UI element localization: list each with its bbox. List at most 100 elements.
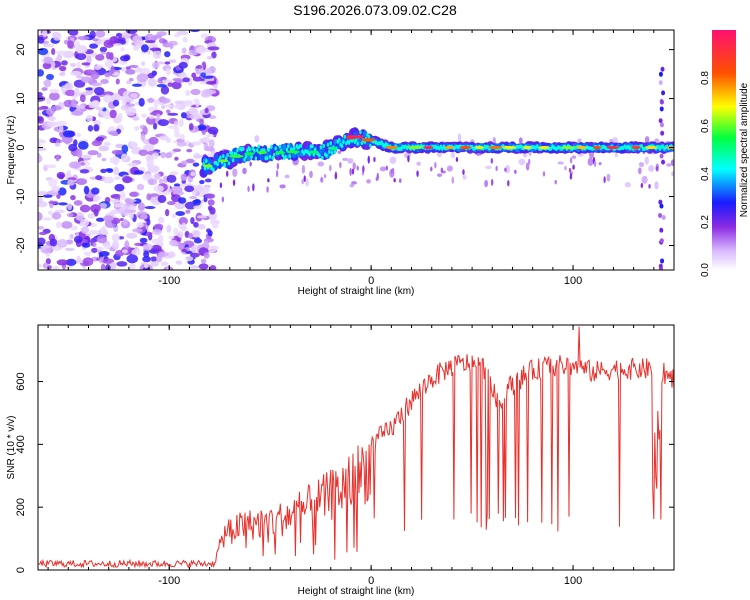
ridge-blob xyxy=(360,141,364,146)
ridge-spur xyxy=(276,162,280,170)
noise-blob xyxy=(66,170,71,177)
noise-blob xyxy=(174,156,179,161)
noise-blob xyxy=(76,61,81,70)
noise-blob xyxy=(177,231,184,238)
noise-blob xyxy=(144,205,156,210)
noise-blob xyxy=(60,85,67,93)
noise-blob xyxy=(175,211,186,217)
ridge-spur xyxy=(490,178,494,186)
noise-blob xyxy=(134,125,140,131)
ridge-hotspot xyxy=(459,145,472,150)
ridge-hotspot xyxy=(631,145,641,150)
noise-blob xyxy=(48,92,60,101)
noise-blob xyxy=(52,265,60,270)
noise-blob xyxy=(52,31,62,41)
ridge-hotspot xyxy=(407,145,423,150)
noise-blob xyxy=(64,247,75,252)
noise-blob xyxy=(146,158,155,167)
ridge-spur xyxy=(393,178,396,183)
noise-blob xyxy=(152,228,163,236)
snr-series-line xyxy=(38,326,674,569)
noise-blob xyxy=(181,248,187,253)
noise-blob xyxy=(200,258,207,264)
noise-blob xyxy=(153,185,164,192)
ridge-blob xyxy=(244,154,248,159)
noise-blob xyxy=(670,159,674,167)
ridge-spur xyxy=(572,164,575,170)
noise-blob xyxy=(661,214,666,220)
noise-blob xyxy=(168,235,175,240)
noise-blob xyxy=(193,205,202,210)
noise-blob xyxy=(56,239,68,248)
noise-blob xyxy=(43,44,55,48)
noise-blob xyxy=(42,62,52,70)
ridge-blob xyxy=(212,168,215,173)
ridge-spur xyxy=(655,166,659,171)
noise-blob xyxy=(111,241,120,250)
noise-blob xyxy=(191,141,202,146)
ridge-hotspot xyxy=(244,152,255,156)
ridge-blob xyxy=(330,150,334,155)
noise-blob xyxy=(38,197,43,204)
noise-blob xyxy=(659,153,664,159)
ridge-blob xyxy=(347,140,351,145)
noise-blob xyxy=(189,252,200,258)
noise-blob xyxy=(73,235,83,244)
ridge-hotspot xyxy=(218,159,229,163)
noise-blob xyxy=(153,172,161,180)
noise-blob xyxy=(160,151,166,159)
noise-blob xyxy=(156,254,163,263)
noise-blob xyxy=(109,199,121,203)
noise-blob xyxy=(148,136,159,145)
ridge-blob xyxy=(318,153,321,158)
noise-blob xyxy=(203,240,210,249)
noise-blob xyxy=(188,232,194,239)
noise-blob xyxy=(125,30,138,34)
ridge-spur xyxy=(648,184,651,189)
noise-blob xyxy=(113,166,120,176)
ridge-hotspot xyxy=(488,145,503,150)
ridge-blob xyxy=(235,156,240,163)
ridge-blob xyxy=(223,163,227,168)
ridge-blob xyxy=(254,156,258,161)
noise-blob xyxy=(55,120,68,126)
noise-blob xyxy=(160,85,170,95)
noise-blob xyxy=(120,67,126,72)
noise-blob xyxy=(638,161,645,168)
noise-blob xyxy=(446,165,453,172)
ridge-spur xyxy=(569,157,573,164)
noise-blob xyxy=(184,185,195,193)
ridge-blob xyxy=(356,141,359,146)
ridge-spur xyxy=(252,183,255,192)
noise-blob xyxy=(301,164,306,174)
ridge-spur xyxy=(542,171,546,177)
noise-blob xyxy=(46,97,51,105)
noise-blob xyxy=(157,234,164,243)
noise-blob xyxy=(126,232,138,239)
noise-blob xyxy=(127,162,139,167)
noise-blob xyxy=(110,261,117,270)
noise-blob xyxy=(166,137,171,144)
noise-blob xyxy=(74,40,81,50)
noise-blob xyxy=(152,50,162,59)
ridge-spur xyxy=(232,179,236,186)
noise-blob xyxy=(75,52,87,61)
y-tick-label: 0 xyxy=(15,144,27,150)
chart-title: S196.2026.073.09.02.C28 xyxy=(293,2,457,18)
ridge-spur xyxy=(362,165,365,173)
noise-blob xyxy=(174,104,183,109)
noise-blob xyxy=(196,46,207,54)
noise-blob xyxy=(279,184,286,189)
noise-blob xyxy=(204,193,216,199)
noise-blob xyxy=(174,126,180,136)
noise-blob xyxy=(67,177,77,181)
noise-blob xyxy=(176,141,187,147)
noise-blob xyxy=(658,80,663,86)
noise-blob xyxy=(658,212,663,218)
noise-blob xyxy=(190,88,201,96)
noise-blob xyxy=(96,235,108,244)
noise-blob xyxy=(157,216,165,224)
ridge-spur xyxy=(507,180,510,187)
ridge-hotspot xyxy=(502,145,517,150)
noise-blob xyxy=(51,48,56,55)
